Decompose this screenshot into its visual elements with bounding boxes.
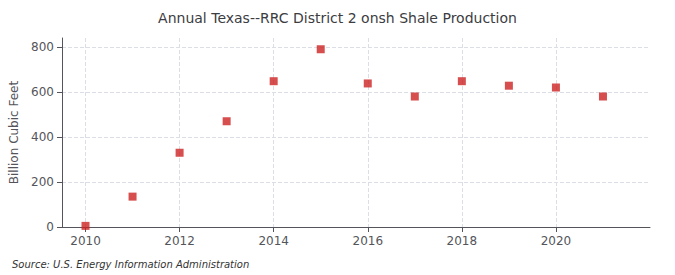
svg-text:800: 800 bbox=[31, 40, 54, 54]
svg-text:2018: 2018 bbox=[447, 234, 478, 248]
svg-text:Source: U.S. Energy Informatio: Source: U.S. Energy Information Administ… bbox=[12, 259, 249, 270]
svg-text:2012: 2012 bbox=[164, 234, 195, 248]
svg-text:400: 400 bbox=[31, 130, 54, 144]
svg-text:600: 600 bbox=[31, 85, 54, 99]
svg-text:Billion Cubic Feet: Billion Cubic Feet bbox=[7, 81, 21, 185]
svg-text:2020: 2020 bbox=[541, 234, 572, 248]
svg-text:2014: 2014 bbox=[258, 234, 289, 248]
svg-text:200: 200 bbox=[31, 175, 54, 189]
svg-text:Annual Texas--RRC District 2 o: Annual Texas--RRC District 2 onsh Shale … bbox=[158, 10, 517, 26]
svg-text:2010: 2010 bbox=[70, 234, 101, 248]
svg-text:0: 0 bbox=[46, 220, 54, 234]
svg-text:2016: 2016 bbox=[352, 234, 383, 248]
